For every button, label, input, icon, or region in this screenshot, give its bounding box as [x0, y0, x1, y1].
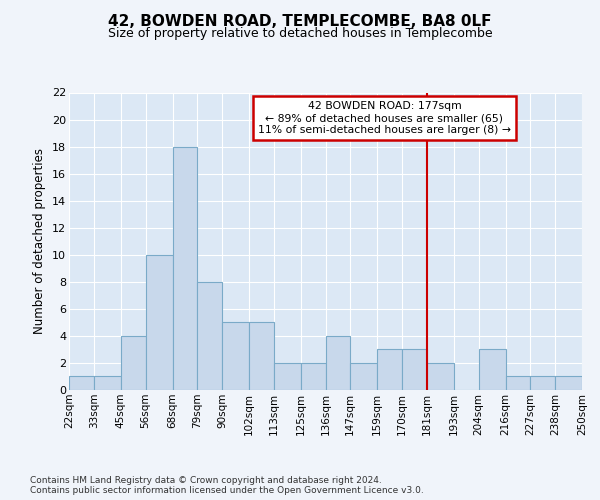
- Bar: [555, 376, 582, 390]
- Bar: [377, 350, 402, 390]
- Bar: [301, 363, 325, 390]
- Text: Contains public sector information licensed under the Open Government Licence v3: Contains public sector information licen…: [30, 486, 424, 495]
- Bar: [197, 282, 222, 390]
- Bar: [249, 322, 274, 390]
- Bar: [325, 336, 350, 390]
- Bar: [173, 146, 197, 390]
- Bar: [505, 376, 530, 390]
- Bar: [479, 350, 505, 390]
- Bar: [222, 322, 249, 390]
- Text: 42, BOWDEN ROAD, TEMPLECOMBE, BA8 0LF: 42, BOWDEN ROAD, TEMPLECOMBE, BA8 0LF: [108, 14, 492, 29]
- Bar: [350, 363, 377, 390]
- Bar: [146, 255, 173, 390]
- Bar: [427, 363, 454, 390]
- Y-axis label: Number of detached properties: Number of detached properties: [34, 148, 46, 334]
- Text: Size of property relative to detached houses in Templecombe: Size of property relative to detached ho…: [107, 28, 493, 40]
- Bar: [69, 376, 94, 390]
- Bar: [94, 376, 121, 390]
- Text: 42 BOWDEN ROAD: 177sqm
← 89% of detached houses are smaller (65)
11% of semi-det: 42 BOWDEN ROAD: 177sqm ← 89% of detached…: [258, 102, 511, 134]
- Bar: [274, 363, 301, 390]
- Bar: [530, 376, 555, 390]
- Bar: [121, 336, 146, 390]
- Bar: [402, 350, 427, 390]
- Text: Contains HM Land Registry data © Crown copyright and database right 2024.: Contains HM Land Registry data © Crown c…: [30, 476, 382, 485]
